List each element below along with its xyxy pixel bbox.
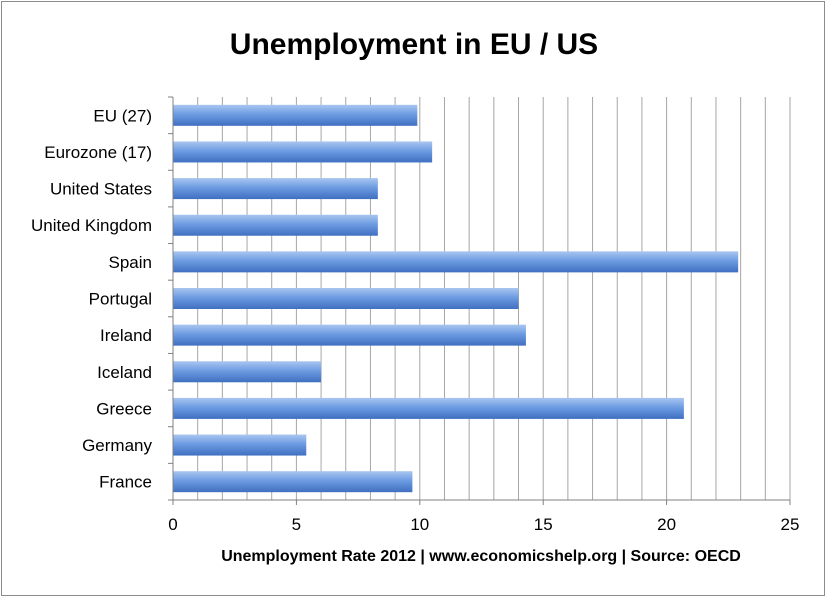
bar (173, 397, 684, 419)
category-label: France (99, 473, 152, 492)
x-tick-label: 20 (657, 515, 676, 534)
bar (173, 104, 418, 126)
bar (173, 178, 378, 200)
x-tick-label: 15 (534, 515, 553, 534)
bar (173, 288, 519, 309)
x-tick-label: 0 (168, 515, 177, 534)
category-label: United Kingdom (31, 216, 152, 235)
category-label: Greece (96, 399, 152, 418)
x-tick-label: 10 (410, 515, 429, 534)
bar (173, 361, 322, 383)
bars (173, 104, 739, 493)
bar (173, 141, 433, 163)
category-label: Ireland (100, 326, 152, 345)
bar (173, 251, 739, 273)
x-tick-labels: 0 5 10 15 20 25 (168, 96, 800, 534)
chart-title: Unemployment in EU / US (229, 28, 599, 61)
x-tick-label: 25 (781, 515, 800, 534)
x-tick-label: 5 (292, 515, 301, 534)
category-label: Iceland (97, 363, 152, 382)
x-axis-title: Unemployment Rate 2012 | www.economicshe… (221, 548, 741, 565)
category-label: Portugal (89, 290, 152, 309)
category-label: Spain (109, 253, 152, 272)
category-labels: EU (27) Eurozone (17) United States United … (31, 106, 152, 491)
bar (173, 324, 526, 346)
bar (173, 434, 307, 456)
category-label: Eurozone (17) (44, 143, 152, 162)
bar (173, 471, 413, 493)
category-label: United States (50, 180, 152, 199)
category-label: Germany (82, 436, 152, 455)
category-label: EU (27) (93, 106, 152, 125)
bar (173, 214, 378, 236)
